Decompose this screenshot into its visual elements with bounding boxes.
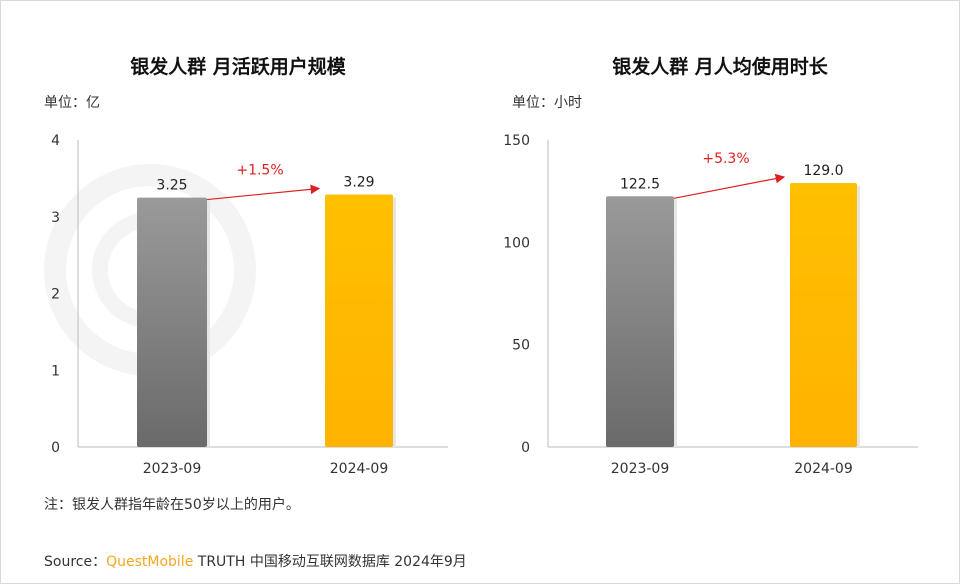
chart1-data-label: 3.25 xyxy=(156,178,187,194)
chart2-data-label: 122.5 xyxy=(620,176,660,192)
chart2-growth-label: +5.3% xyxy=(702,151,749,167)
chart2-bar-2024-09 xyxy=(790,182,857,448)
chart1-ytick: 3 xyxy=(51,210,60,226)
source-brand: QuestMobile xyxy=(106,554,194,570)
chart1-unit: 单位：亿 xyxy=(44,95,100,111)
chart2-bar-2023-09 xyxy=(606,196,674,447)
chart1-ytick: 1 xyxy=(51,363,60,379)
chart1-title: 银发人群 月活跃用户规模 xyxy=(130,56,346,78)
chart2-growth-arrow xyxy=(673,173,786,199)
chart2-ytick: 100 xyxy=(503,235,530,251)
chart2-xtick: 2024-09 xyxy=(794,461,853,477)
chart2-ytick: 50 xyxy=(512,338,530,354)
chart1-xtick: 2023-09 xyxy=(143,461,202,477)
chart1-ytick: 0 xyxy=(51,440,60,456)
chart2-title: 银发人群 月人均使用时长 xyxy=(612,56,828,78)
chart1-bar-2024-09 xyxy=(325,194,393,447)
chart1-ytick: 4 xyxy=(51,133,60,149)
chart2-data-label: 129.0 xyxy=(803,163,843,179)
footnote: 注：银发人群指年龄在50岁以上的用户。 xyxy=(44,497,300,513)
chart2-xtick: 2023-09 xyxy=(611,461,670,477)
chart1-bar-2023-09 xyxy=(137,197,207,447)
chart2-ytick: 0 xyxy=(521,440,530,456)
chart1-ytick: 2 xyxy=(51,287,60,303)
chart1-growth-label: +1.5% xyxy=(236,162,283,178)
chart2-ytick: 150 xyxy=(503,133,530,149)
chart1-growth-arrow xyxy=(206,184,321,201)
chart1-data-label: 3.29 xyxy=(343,174,374,190)
source-prefix: Source： xyxy=(44,554,107,570)
source-rest: TRUTH 中国移动互联网数据库 2024年9月 xyxy=(193,554,467,570)
chart2-unit: 单位：小时 xyxy=(512,95,582,111)
chart1-xtick: 2024-09 xyxy=(330,461,389,477)
source-line: Source：QuestMobile TRUTH 中国移动互联网数据库 2024… xyxy=(44,551,467,571)
